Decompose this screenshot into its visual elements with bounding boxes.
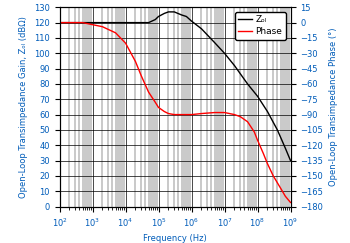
X-axis label: Frequency (Hz): Frequency (Hz) [143, 234, 207, 243]
Y-axis label: Open-Loop Transimpedance Phase (°): Open-Loop Transimpedance Phase (°) [329, 28, 338, 186]
Legend: Zₒₗ, Phase: Zₒₗ, Phase [235, 12, 286, 40]
Y-axis label: Open-Loop Transimpedance Gain, Zₒₗ (dBΩ): Open-Loop Transimpedance Gain, Zₒₗ (dBΩ) [19, 16, 28, 198]
